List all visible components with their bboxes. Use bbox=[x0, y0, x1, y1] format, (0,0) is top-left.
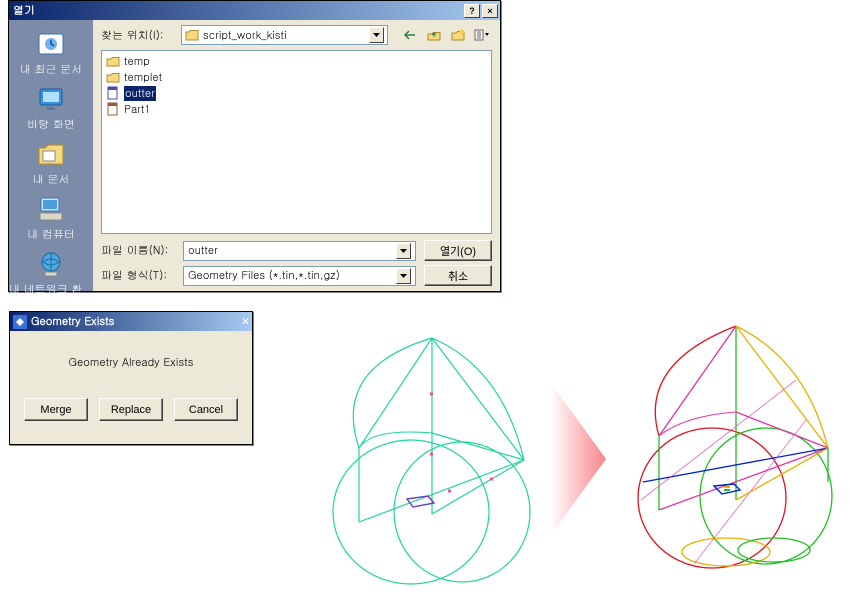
wireframe-right bbox=[596, 320, 860, 596]
filename-value: outter bbox=[188, 243, 218, 258]
file-item-outter[interactable]: outter bbox=[106, 85, 487, 101]
filetype-combo[interactable]: Geometry Files (*.tin,*.tin,gz) bbox=[183, 266, 416, 286]
geo-close-button[interactable]: × bbox=[241, 314, 250, 329]
place-label: 내 컴퓨터 bbox=[27, 227, 75, 242]
close-button[interactable]: × bbox=[482, 4, 498, 18]
lookin-value: script_work_kisti bbox=[203, 28, 287, 43]
geometry-exists-dialog: Geometry Exists × Geometry Already Exist… bbox=[9, 311, 253, 445]
open-button[interactable]: 열기(O) bbox=[424, 240, 492, 261]
place-recent[interactable]: 내 최근 문서 bbox=[20, 28, 82, 77]
nav-toolbar bbox=[400, 25, 492, 45]
file-name: templet bbox=[124, 70, 162, 85]
merge-button[interactable]: Merge bbox=[24, 398, 88, 421]
desktop-icon bbox=[35, 83, 67, 115]
wireframe-left bbox=[272, 318, 550, 596]
newfolder-icon[interactable] bbox=[448, 25, 468, 45]
open-titlebar: 열기 ? × bbox=[9, 1, 500, 20]
folder-icon bbox=[185, 29, 199, 41]
lookin-combo[interactable]: script_work_kisti bbox=[181, 25, 388, 45]
place-desktop[interactable]: 바탕 화면 bbox=[27, 83, 75, 132]
file-item-templet[interactable]: templet bbox=[106, 69, 487, 85]
file-icon bbox=[106, 86, 120, 100]
viewmenu-icon[interactable] bbox=[472, 25, 492, 45]
cancel-geo-button[interactable]: Cancel bbox=[174, 398, 238, 421]
file-icon bbox=[106, 102, 120, 116]
back-icon[interactable] bbox=[400, 25, 420, 45]
bottom-rows: 파일 이름(N): outter 열기(O) 파일 형식(T): Geometr… bbox=[101, 240, 492, 286]
place-mydocs[interactable]: 내 문서 bbox=[33, 138, 70, 187]
file-name: outter bbox=[124, 86, 156, 101]
geo-message: Geometry Already Exists bbox=[20, 355, 242, 370]
right-pane: 찾는 위치(I): script_work_kisti temp bbox=[93, 20, 500, 291]
place-label: 내 최근 문서 bbox=[20, 62, 82, 77]
file-item-temp[interactable]: temp bbox=[106, 53, 487, 69]
filename-label: 파일 이름(N): bbox=[101, 243, 175, 258]
folder-icon bbox=[106, 70, 120, 84]
place-computer[interactable]: 내 컴퓨터 bbox=[27, 193, 75, 242]
recent-icon bbox=[35, 28, 67, 60]
mydocs-icon bbox=[35, 138, 67, 170]
lookin-label: 찾는 위치(I): bbox=[101, 28, 175, 43]
file-list[interactable]: temp templet outter Part1 bbox=[101, 50, 492, 234]
dropdown-icon[interactable] bbox=[396, 243, 411, 259]
place-network[interactable]: 내 네트워크 환경 bbox=[9, 248, 93, 312]
dropdown-icon[interactable] bbox=[396, 268, 411, 284]
geo-body: Geometry Already Exists Merge Replace Ca… bbox=[10, 331, 252, 444]
file-open-dialog: 열기 ? × 내 최근 문서 바탕 화면 내 문서 bbox=[8, 0, 501, 292]
filetype-row: 파일 형식(T): Geometry Files (*.tin,*.tin,gz… bbox=[101, 265, 492, 286]
place-label: 내 문서 bbox=[33, 172, 70, 187]
filetype-value: Geometry Files (*.tin,*.tin,gz) bbox=[188, 268, 340, 283]
file-name: temp bbox=[124, 54, 150, 69]
geo-title: Geometry Exists bbox=[31, 314, 241, 329]
file-item-part1[interactable]: Part1 bbox=[106, 101, 487, 117]
open-title: 열기 bbox=[13, 3, 462, 18]
geo-titlebar: Geometry Exists × bbox=[10, 312, 252, 331]
place-label: 바탕 화면 bbox=[27, 117, 75, 132]
filetype-label: 파일 형식(T): bbox=[101, 268, 175, 283]
filename-input[interactable]: outter bbox=[183, 241, 416, 261]
replace-button[interactable]: Replace bbox=[99, 398, 163, 421]
folder-icon bbox=[106, 54, 120, 68]
computer-icon bbox=[35, 193, 67, 225]
place-label: 내 네트워크 환경 bbox=[9, 282, 93, 312]
open-body: 내 최근 문서 바탕 화면 내 문서 내 컴퓨터 bbox=[9, 20, 500, 291]
filename-row: 파일 이름(N): outter 열기(O) bbox=[101, 240, 492, 261]
up-icon[interactable] bbox=[424, 25, 444, 45]
network-icon bbox=[35, 248, 67, 280]
lookin-row: 찾는 위치(I): script_work_kisti bbox=[101, 25, 492, 45]
cancel-open-button[interactable]: 취소 bbox=[424, 265, 492, 286]
help-button[interactable]: ? bbox=[464, 4, 480, 18]
places-bar: 내 최근 문서 바탕 화면 내 문서 내 컴퓨터 bbox=[9, 20, 93, 291]
geo-buttons: Merge Replace Cancel bbox=[20, 398, 242, 421]
app-icon bbox=[13, 315, 27, 329]
dropdown-icon[interactable] bbox=[369, 27, 384, 43]
file-name: Part1 bbox=[124, 102, 151, 117]
